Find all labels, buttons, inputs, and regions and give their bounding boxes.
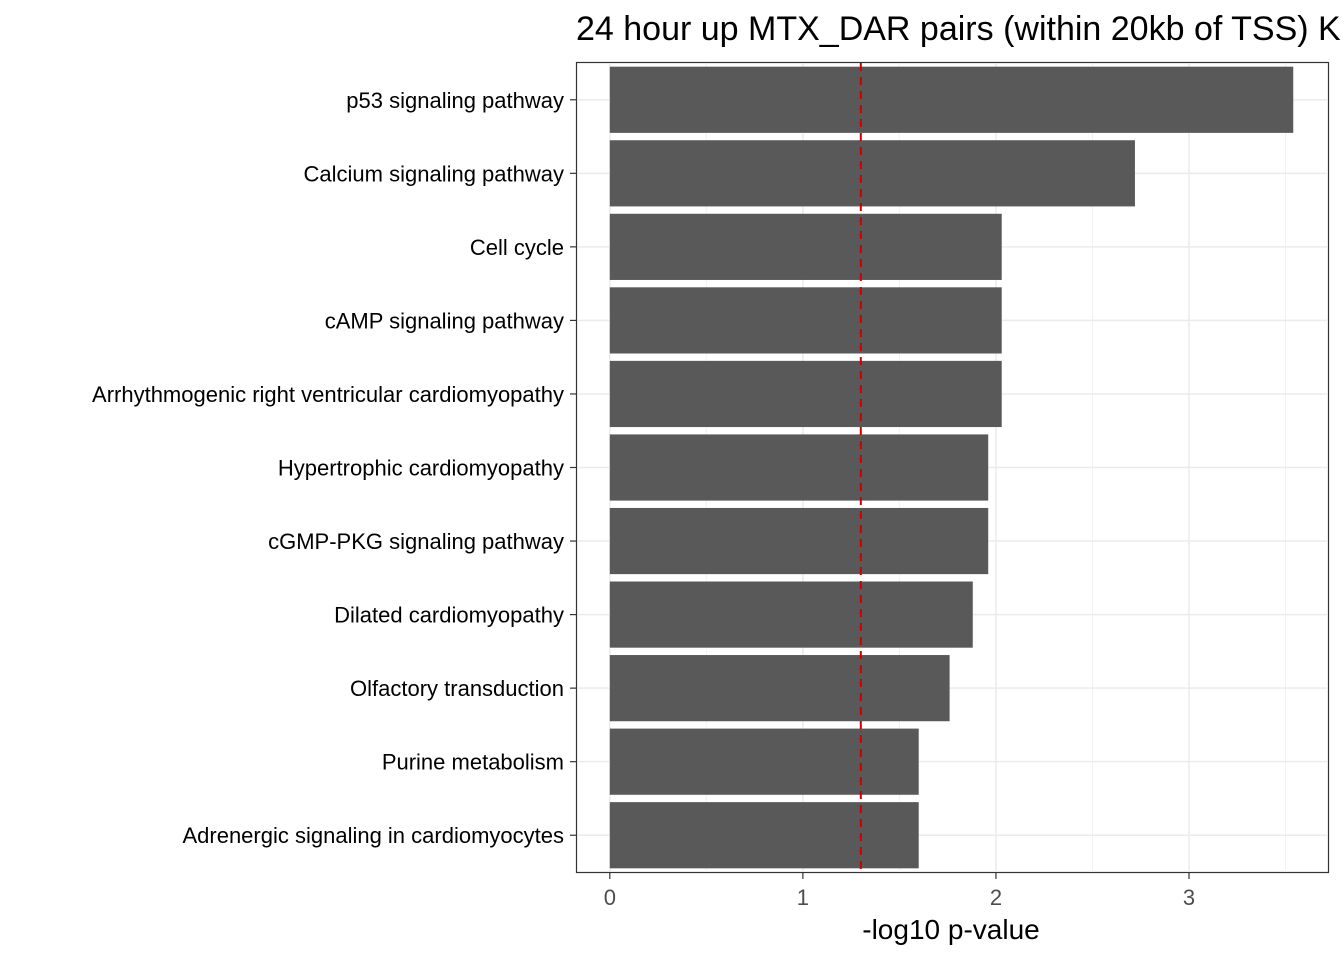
- bar: [609, 507, 989, 575]
- y-axis-labels: p53 signaling pathway Calcium signaling p…: [92, 88, 577, 848]
- x-tick-label: 0: [604, 885, 616, 910]
- bar: [609, 581, 973, 648]
- y-tick-label: p53 signaling pathway: [346, 88, 564, 113]
- y-tick-label: Calcium signaling pathway: [304, 161, 564, 186]
- chart-title: 24 hour up MTX_DAR pairs (within 20kb of…: [576, 10, 1341, 48]
- x-tick-label: 2: [990, 885, 1002, 910]
- bar: [609, 802, 919, 869]
- y-tick-label: Hypertrophic cardiomyopathy: [278, 456, 564, 481]
- bar: [609, 140, 1135, 207]
- bar: [609, 728, 919, 795]
- y-tick-label: Arrhythmogenic right ventricular cardiom…: [92, 382, 564, 407]
- bars: [609, 66, 1294, 869]
- x-axis-title: -log10 p-value: [862, 914, 1039, 945]
- y-tick-label: cAMP signaling pathway: [325, 308, 564, 333]
- y-tick-label: Purine metabolism: [382, 750, 564, 775]
- x-axis-ticks: 0 1 2 3: [604, 872, 1195, 910]
- y-tick-label: Olfactory transduction: [350, 676, 564, 701]
- y-tick-label: Cell cycle: [470, 235, 564, 260]
- bar: [609, 655, 950, 722]
- bar: [609, 434, 989, 501]
- bar: [609, 287, 1002, 354]
- x-tick-label: 1: [797, 885, 809, 910]
- y-tick-label: Dilated cardiomyopathy: [334, 603, 564, 628]
- bar: [609, 66, 1294, 133]
- x-tick-label: 3: [1183, 885, 1195, 910]
- y-tick-label: cGMP-PKG signaling pathway: [268, 529, 564, 554]
- bar: [609, 213, 1002, 280]
- bar: [609, 360, 1002, 428]
- y-tick-label: Adrenergic signaling in cardiomyocytes: [182, 823, 564, 848]
